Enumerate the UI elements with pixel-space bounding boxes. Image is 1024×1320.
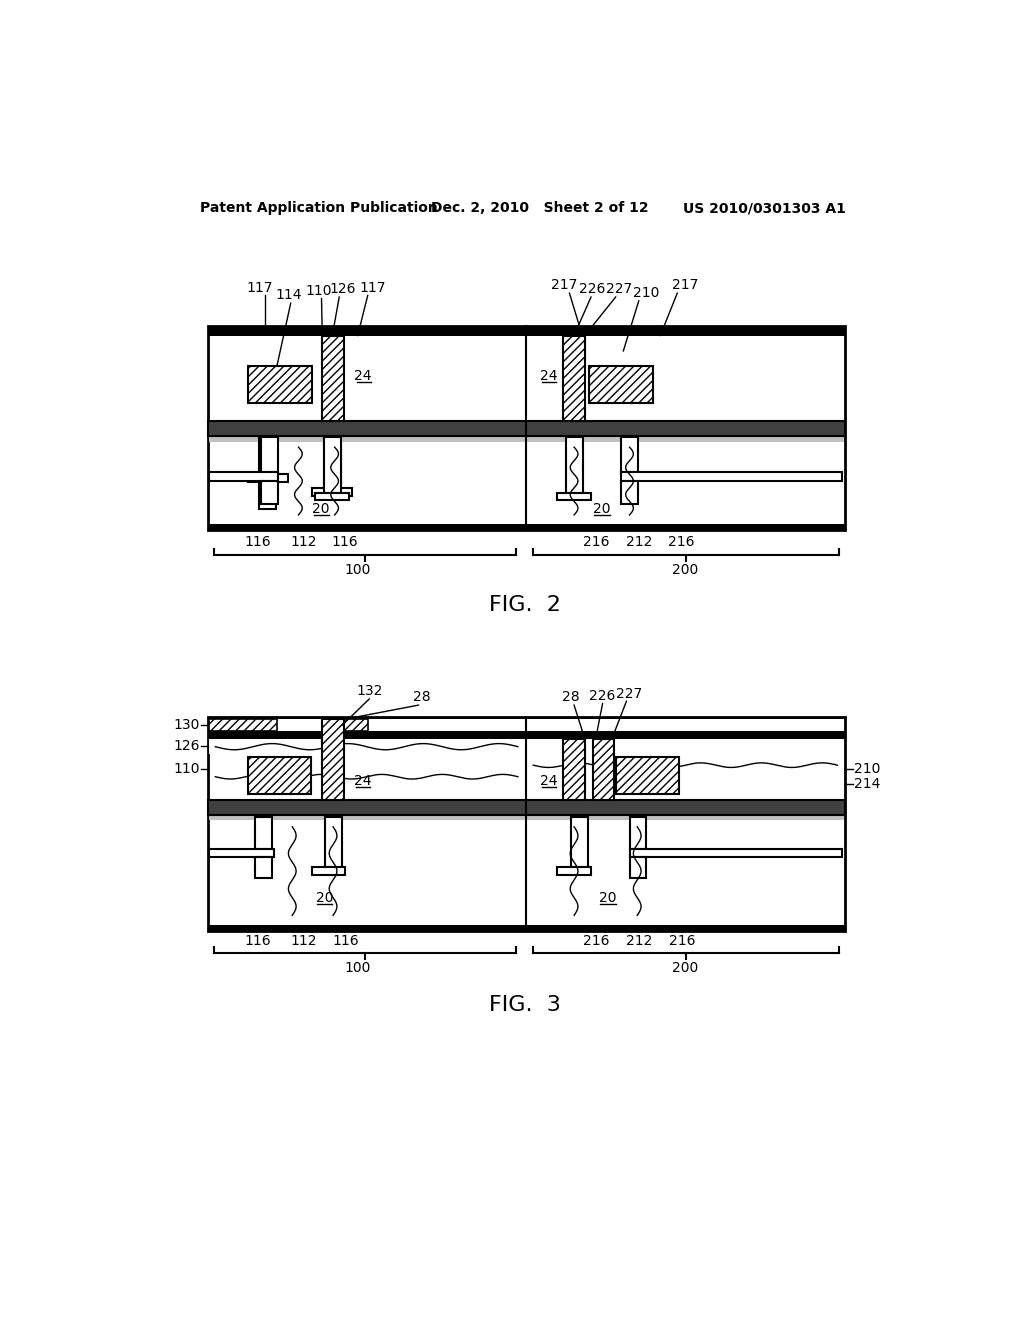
Text: 24: 24	[354, 774, 372, 788]
Text: 132: 132	[356, 684, 382, 698]
Text: 114: 114	[275, 289, 302, 302]
Text: 226: 226	[579, 282, 605, 296]
Bar	[621, 437, 638, 471]
Bar	[527, 816, 844, 820]
Bar	[315, 492, 349, 500]
Text: 200: 200	[672, 961, 698, 975]
Text: 227: 227	[605, 282, 632, 296]
Text: 116: 116	[245, 535, 271, 549]
Bar	[208, 326, 845, 531]
Text: 112: 112	[291, 933, 317, 948]
Text: 100: 100	[344, 564, 371, 577]
Text: 216: 216	[668, 535, 694, 549]
Bar	[208, 326, 845, 335]
Text: 117: 117	[359, 281, 386, 294]
Text: US 2010/0301303 A1: US 2010/0301303 A1	[683, 202, 846, 215]
Bar	[630, 857, 646, 878]
Bar	[323, 719, 344, 800]
Bar	[312, 488, 352, 496]
Bar	[259, 436, 276, 474]
Text: 227: 227	[616, 686, 643, 701]
Bar	[208, 524, 845, 531]
Text: 212: 212	[626, 535, 652, 549]
Bar	[571, 817, 588, 867]
Bar	[208, 717, 845, 931]
Bar	[590, 367, 652, 404]
Bar	[323, 719, 369, 731]
Text: 20: 20	[599, 891, 616, 904]
Bar	[565, 437, 583, 492]
Text: 28: 28	[413, 690, 430, 705]
Bar	[326, 817, 342, 867]
Text: 24: 24	[540, 774, 557, 788]
Bar	[208, 717, 845, 719]
Text: 20: 20	[593, 502, 610, 516]
Text: 126: 126	[330, 282, 356, 296]
Text: 24: 24	[540, 370, 557, 383]
Bar	[324, 437, 341, 492]
Bar	[563, 739, 585, 800]
Text: 214: 214	[854, 777, 881, 792]
Bar	[527, 436, 844, 442]
Bar	[630, 817, 646, 849]
Text: 216: 216	[669, 933, 695, 948]
Bar	[248, 474, 288, 482]
Bar	[209, 719, 276, 731]
Bar	[248, 367, 312, 404]
Bar	[208, 800, 845, 816]
Text: 212: 212	[626, 933, 652, 948]
Text: 226: 226	[589, 689, 615, 702]
Text: Patent Application Publication: Patent Application Publication	[200, 202, 437, 215]
Bar	[557, 492, 591, 500]
Bar	[255, 817, 272, 849]
Text: 210: 210	[633, 286, 659, 300]
Text: 126: 126	[173, 739, 200, 752]
Text: Dec. 2, 2010   Sheet 2 of 12: Dec. 2, 2010 Sheet 2 of 12	[431, 202, 648, 215]
Bar	[324, 436, 341, 488]
Bar	[208, 924, 845, 931]
Text: 110: 110	[173, 762, 200, 776]
Text: 116: 116	[245, 933, 271, 948]
Text: FIG.  2: FIG. 2	[488, 595, 561, 615]
Text: 110: 110	[305, 284, 332, 298]
Bar	[323, 335, 344, 421]
Text: 217: 217	[551, 279, 578, 293]
Bar	[630, 849, 842, 857]
Bar	[563, 335, 585, 421]
Bar	[208, 731, 845, 739]
Text: 117: 117	[247, 281, 273, 294]
Bar	[621, 471, 842, 480]
Bar	[259, 482, 276, 508]
Bar	[209, 471, 278, 480]
Bar	[261, 437, 278, 471]
Text: FIG.  3: FIG. 3	[488, 995, 561, 1015]
Bar	[248, 758, 310, 795]
Bar	[208, 421, 845, 436]
Text: 20: 20	[312, 502, 330, 516]
Bar	[615, 758, 679, 795]
Text: 20: 20	[315, 891, 334, 904]
Bar	[593, 739, 614, 800]
Text: 116: 116	[332, 535, 358, 549]
Bar	[557, 867, 591, 875]
Bar	[209, 739, 525, 754]
Bar	[209, 849, 273, 857]
Text: 130: 130	[173, 718, 200, 733]
Bar	[255, 857, 272, 878]
Bar	[261, 480, 278, 504]
Bar	[621, 480, 638, 504]
Text: 217: 217	[672, 279, 698, 293]
Text: 100: 100	[344, 961, 371, 975]
Text: 216: 216	[583, 535, 609, 549]
Text: 112: 112	[291, 535, 317, 549]
Bar	[311, 867, 345, 875]
Text: 28: 28	[562, 690, 580, 705]
Text: 116: 116	[333, 933, 359, 948]
Text: 216: 216	[583, 933, 609, 948]
Bar	[209, 436, 525, 442]
Text: 24: 24	[354, 370, 372, 383]
Bar	[209, 816, 525, 820]
Text: 200: 200	[672, 564, 698, 577]
Text: 210: 210	[854, 762, 881, 776]
